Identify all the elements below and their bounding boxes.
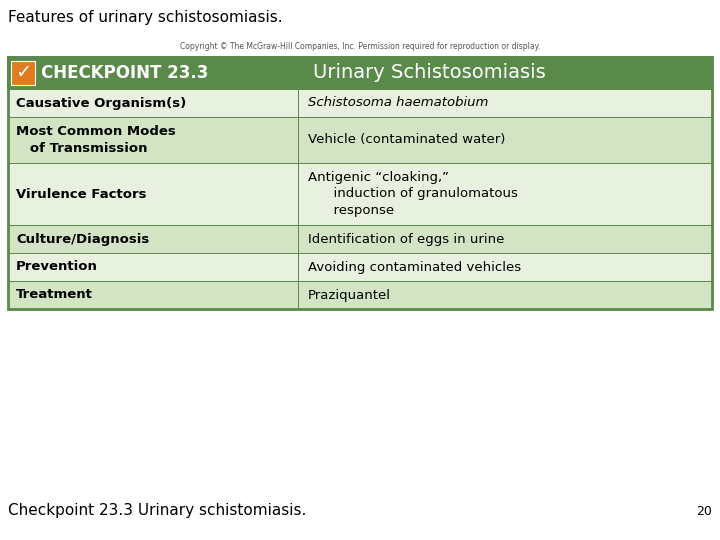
- Text: Features of urinary schistosomiasis.: Features of urinary schistosomiasis.: [8, 10, 283, 25]
- Text: Culture/Diagnosis: Culture/Diagnosis: [16, 233, 149, 246]
- Text: CHECKPOINT 23.3: CHECKPOINT 23.3: [41, 64, 208, 82]
- Text: Vehicle (contaminated water): Vehicle (contaminated water): [308, 133, 505, 146]
- Bar: [8, 57, 712, 89]
- Bar: [8, 225, 298, 253]
- Bar: [8, 253, 298, 281]
- Text: Schistosoma haematobium: Schistosoma haematobium: [308, 97, 488, 110]
- Bar: [298, 117, 712, 163]
- Text: Urinary Schistosomiasis: Urinary Schistosomiasis: [313, 64, 546, 83]
- Bar: [298, 225, 712, 253]
- Text: Avoiding contaminated vehicles: Avoiding contaminated vehicles: [308, 260, 521, 273]
- Text: Identification of eggs in urine: Identification of eggs in urine: [308, 233, 505, 246]
- Text: ✓: ✓: [15, 63, 31, 82]
- Text: 20: 20: [696, 505, 712, 518]
- Text: Virulence Factors: Virulence Factors: [16, 187, 146, 200]
- Text: Causative Organism(s): Causative Organism(s): [16, 97, 186, 110]
- Text: Antigenic “cloaking,”
      induction of granulomatous
      response: Antigenic “cloaking,” induction of granu…: [308, 171, 518, 217]
- Bar: [298, 89, 712, 117]
- Bar: [11, 61, 35, 85]
- Bar: [8, 281, 298, 309]
- Bar: [8, 117, 298, 163]
- Text: Most Common Modes
   of Transmission: Most Common Modes of Transmission: [16, 125, 176, 155]
- Text: Treatment: Treatment: [16, 288, 93, 301]
- Bar: [298, 163, 712, 225]
- Bar: [8, 163, 298, 225]
- Bar: [8, 89, 298, 117]
- Text: Checkpoint 23.3 Urinary schistomiasis.: Checkpoint 23.3 Urinary schistomiasis.: [8, 503, 307, 518]
- Text: Praziquantel: Praziquantel: [308, 288, 391, 301]
- Bar: [298, 281, 712, 309]
- Bar: [298, 253, 712, 281]
- Text: Copyright © The McGraw-Hill Companies, Inc. Permission required for reproduction: Copyright © The McGraw-Hill Companies, I…: [180, 42, 540, 51]
- Text: Prevention: Prevention: [16, 260, 98, 273]
- Bar: [8, 57, 712, 309]
